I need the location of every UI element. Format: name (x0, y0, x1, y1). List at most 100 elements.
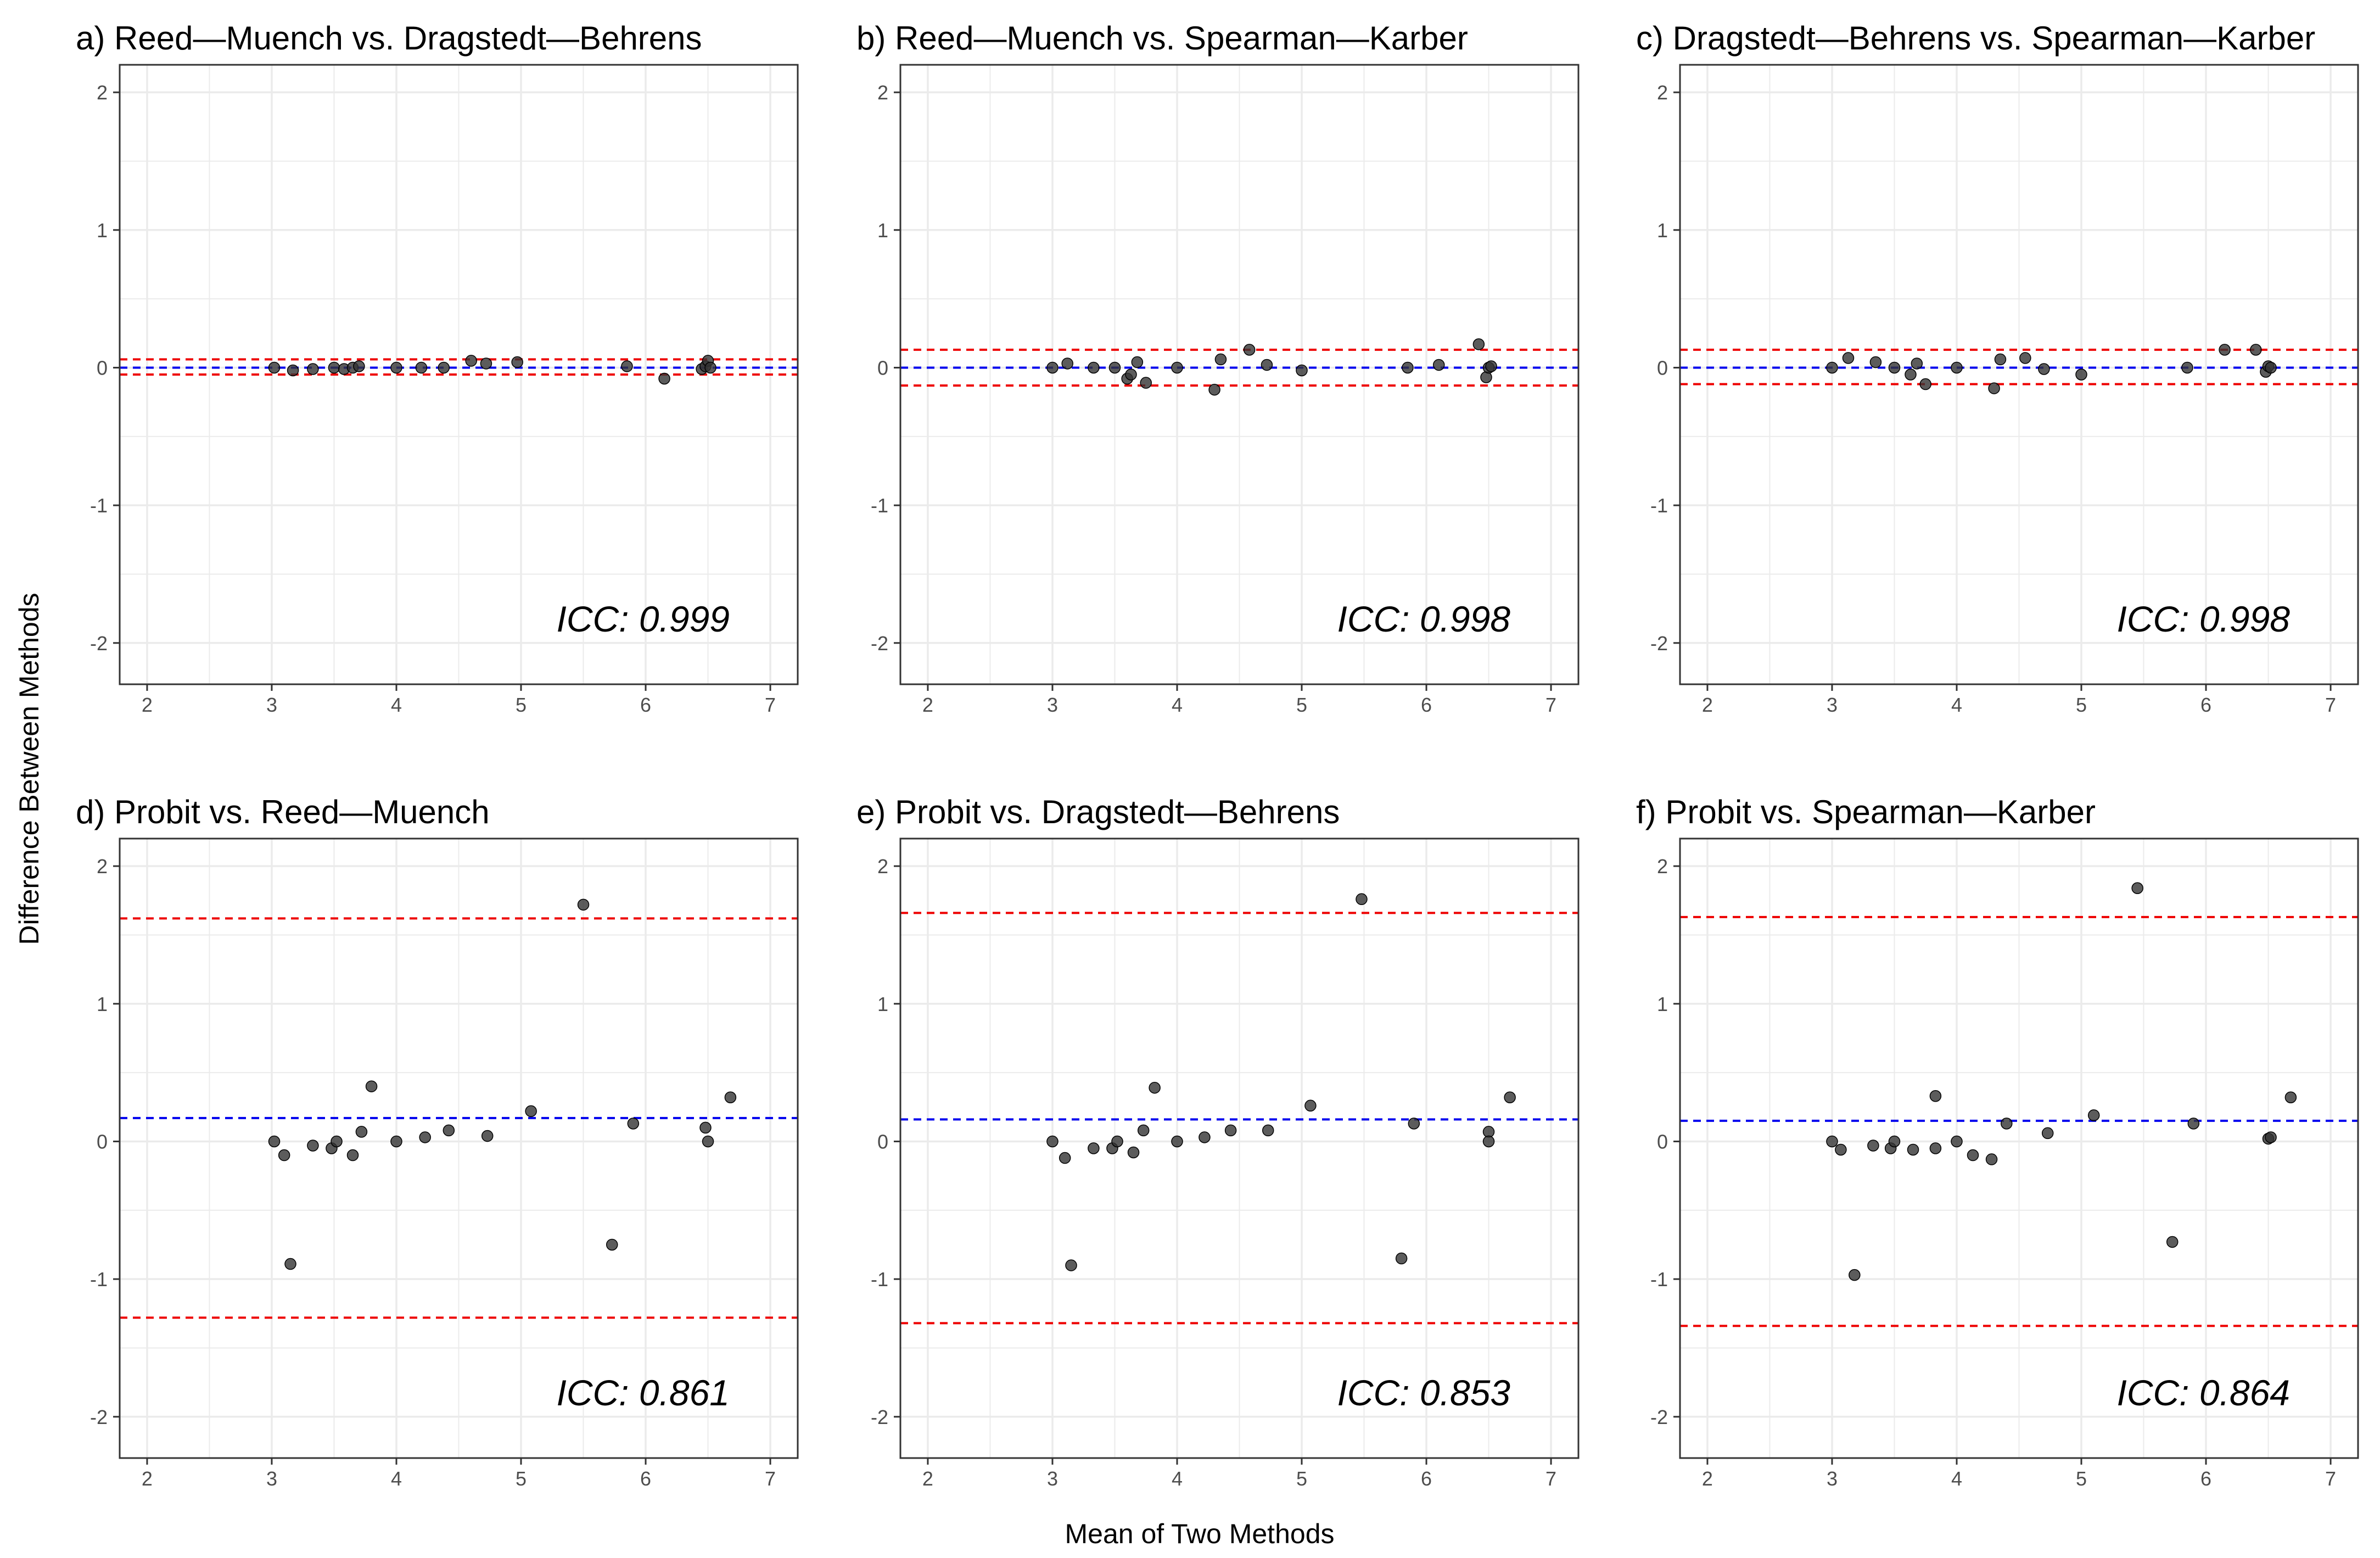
panel-border (119, 837, 799, 1459)
data-point (704, 361, 716, 374)
data-point (307, 363, 319, 375)
data-point (1262, 1124, 1274, 1137)
data-point (1480, 371, 1492, 383)
x-tick-label: 7 (1545, 694, 1556, 716)
data-point (1408, 1118, 1420, 1130)
data-point (724, 1091, 737, 1104)
x-tick-label: 2 (1702, 694, 1713, 716)
data-point (2187, 1118, 2200, 1130)
data-point (390, 1135, 402, 1148)
x-tick-label: 2 (142, 1467, 153, 1490)
data-point (1108, 361, 1121, 374)
data-point (278, 1149, 290, 1161)
y-tick-label: 0 (97, 1130, 108, 1153)
x-tick-label: 2 (142, 694, 153, 716)
data-point (268, 1135, 281, 1148)
data-point (1867, 1140, 1879, 1152)
data-point (2284, 1091, 2297, 1104)
data-point (443, 1124, 455, 1137)
data-point (1125, 368, 1137, 381)
x-tick-label: 5 (1296, 694, 1307, 716)
data-point (284, 1258, 296, 1270)
data-point (1127, 1146, 1140, 1159)
y-tick-label: 1 (877, 993, 888, 1015)
data-point (1296, 364, 1308, 377)
data-point (2166, 1236, 2179, 1248)
data-point (438, 361, 450, 374)
y-tick-label: -1 (871, 494, 888, 517)
data-point (1208, 383, 1220, 396)
data-point (1985, 1153, 1998, 1165)
x-tick-label: 5 (516, 694, 527, 716)
x-tick-label: 7 (765, 694, 776, 716)
data-point (1171, 1135, 1183, 1148)
y-tick-label: 2 (877, 855, 888, 878)
x-tick-label: 2 (1702, 1467, 1713, 1490)
x-tick-label: 7 (765, 1467, 776, 1490)
data-point (1140, 377, 1152, 389)
data-point (1199, 1131, 1211, 1143)
data-point (2219, 344, 2231, 356)
x-tick-label: 4 (1172, 1467, 1183, 1490)
data-point (1951, 1135, 1963, 1148)
panel-title: a) Reed—Muench vs. Dragstedt—Behrens (76, 20, 702, 57)
data-point (268, 361, 281, 374)
chart-panel: 2 3 4 5 6 7 -2 -1 0 1 2 d) Probit vs. Reed—Muench IC… (76, 794, 799, 1490)
x-tick-label: 2 (922, 694, 933, 716)
data-point (1911, 358, 1923, 370)
data-point (2038, 363, 2050, 375)
x-tick-label: 6 (640, 694, 651, 716)
data-point (1088, 1142, 1100, 1154)
panel-border (899, 64, 1580, 685)
data-point (1905, 368, 1917, 381)
chart-panel: 2 3 4 5 6 7 -2 -1 0 1 2 a) Reed—Muench vs. Dragsted… (76, 20, 799, 716)
data-point (415, 361, 428, 374)
panel-title: e) Probit vs. Dragstedt—Behrens (856, 794, 1340, 830)
y-tick-label: 2 (1657, 81, 1668, 104)
y-tick-label: 2 (877, 81, 888, 104)
data-point (1929, 1090, 1942, 1102)
data-point (1171, 361, 1183, 374)
data-point (1849, 1269, 1861, 1281)
y-tick-label: 0 (1657, 356, 1668, 379)
x-tick-label: 5 (2076, 1467, 2087, 1490)
x-tick-label: 6 (2200, 694, 2211, 716)
x-tick-label: 4 (391, 1467, 402, 1490)
icc-annotation: ICC: 0.864 (2117, 1372, 2291, 1413)
data-point (1356, 893, 1368, 906)
y-tick-label: -2 (90, 632, 108, 655)
data-point (1304, 1099, 1317, 1112)
y-tick-label: -1 (90, 494, 108, 517)
data-point (1485, 360, 1497, 372)
data-point (1472, 338, 1485, 350)
data-point (1967, 1149, 1979, 1161)
panels: 2 3 4 5 6 7 -2 -1 0 1 2 a) Reed—Muench vs. Dragsted… (76, 20, 2359, 1490)
data-point (1243, 344, 1256, 356)
data-point (2041, 1127, 2054, 1140)
chart-panel: 2 3 4 5 6 7 -2 -1 0 1 2 c) Dragstedt—Behrens vs. Sp… (1636, 20, 2359, 716)
y-tick-label: -2 (871, 1406, 888, 1428)
data-point (1088, 361, 1100, 374)
data-point (390, 361, 402, 374)
x-tick-label: 7 (2325, 694, 2336, 716)
data-point (465, 355, 477, 367)
panel-title: b) Reed—Muench vs. Spearman—Karber (856, 20, 1468, 57)
x-tick-label: 5 (2076, 694, 2087, 716)
y-tick-label: 1 (97, 219, 108, 242)
data-point (699, 1121, 712, 1134)
data-point (1432, 359, 1445, 371)
icc-annotation: ICC: 0.999 (557, 599, 730, 639)
panel-border (1679, 837, 2359, 1459)
y-tick-label: 1 (1657, 219, 1668, 242)
chart-panel: 2 3 4 5 6 7 -2 -1 0 1 2 f) Probit vs. Spearman—Karb… (1636, 794, 2359, 1490)
data-point (577, 898, 590, 911)
y-tick-label: 1 (97, 993, 108, 1015)
data-point (287, 364, 299, 377)
icc-annotation: ICC: 0.853 (1337, 1372, 1511, 1413)
data-point (1046, 1135, 1059, 1148)
data-point (481, 1130, 494, 1142)
x-tick-label: 4 (1172, 694, 1183, 716)
panel-border (899, 837, 1580, 1459)
chart-panel: 2 3 4 5 6 7 -2 -1 0 1 2 e) Probit vs. Dragstedt—Beh… (856, 794, 1580, 1490)
